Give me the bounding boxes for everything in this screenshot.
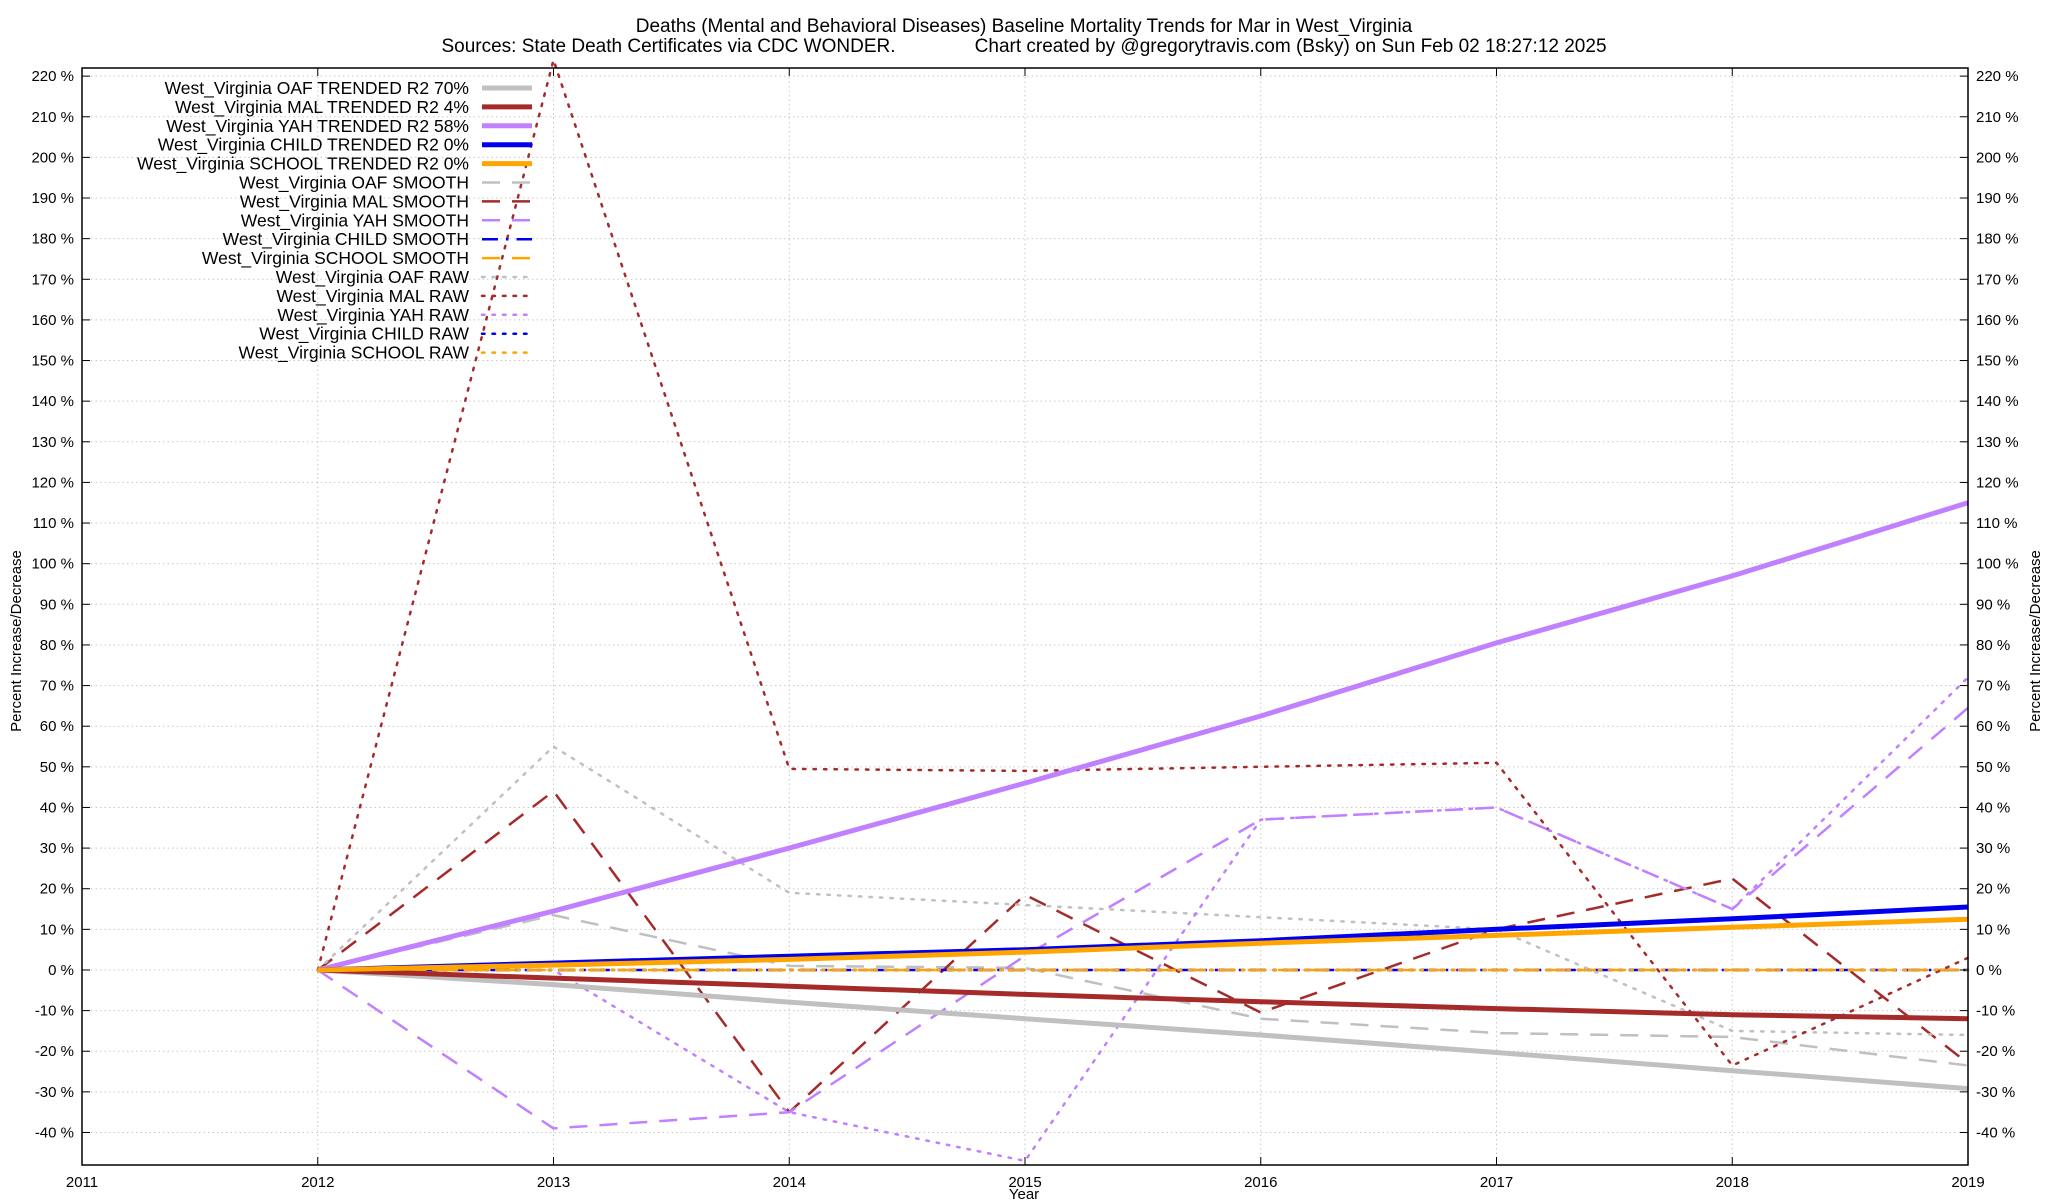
y-tick-labels-right: -40 % -30 % -20 % -10 % 0 % 10 % 20 % 30 % 40 % 5… xyxy=(1976,68,2019,1141)
series-line-west-virginia-yah-smooth xyxy=(317,706,1969,1130)
x-tick-label: 2011 xyxy=(66,1174,98,1191)
legend-label: West_Virginia CHILD TRENDED R2 0% xyxy=(158,135,469,156)
y2-tick-label: 190 % xyxy=(1976,190,2019,207)
y-tick-label: 220 % xyxy=(31,68,74,85)
y-tick-label: 130 % xyxy=(31,434,74,451)
y2-tick-label: 50 % xyxy=(1976,759,2010,776)
legend-label: West_Virginia YAH SMOOTH xyxy=(241,210,469,231)
series-line-west-virginia-yah-raw xyxy=(316,676,1970,1163)
y2-tick-label: 210 % xyxy=(1976,109,2019,126)
y2-tick-label: 80 % xyxy=(1976,637,2010,654)
x-tick-label: 2016 xyxy=(1244,1174,1277,1191)
y-tick-label: 50 % xyxy=(40,759,74,776)
y2-tick-label: 20 % xyxy=(1976,881,2010,898)
legend-label: West_Virginia SCHOOL SMOOTH xyxy=(202,248,469,269)
y2-tick-label: -30 % xyxy=(1976,1084,2015,1101)
y-tick-label: 80 % xyxy=(40,637,74,654)
y2-axis-label: Percent Increase/Decrease xyxy=(2027,550,2044,732)
tick-marks xyxy=(81,68,1969,1165)
x-tick-labels: 2011 2012 2013 2014 2015 2016 2017 2018 2019 xyxy=(66,1174,1985,1191)
y2-tick-label: 90 % xyxy=(1976,596,2010,613)
x-tick-label: 2014 xyxy=(773,1174,806,1191)
x-tick-label: 2013 xyxy=(537,1174,570,1191)
series-line-west-virginia-mal-smooth xyxy=(317,789,1969,1114)
y-tick-label: 150 % xyxy=(31,353,74,370)
legend-label: West_Virginia SCHOOL TRENDED R2 0% xyxy=(137,154,469,175)
y-tick-label: 160 % xyxy=(31,312,74,329)
y-tick-label: 180 % xyxy=(31,231,74,248)
series-line-west-virginia-mal-trended-r2-4 xyxy=(317,967,1969,1022)
x-axis-label: Year xyxy=(1009,1186,1039,1200)
y2-tick-label: -10 % xyxy=(1976,1003,2015,1020)
y-tick-label: 10 % xyxy=(40,921,74,938)
series-line-west-virginia-school-trended-r2-0 xyxy=(317,916,1969,973)
x-tick-label: 2017 xyxy=(1480,1174,1513,1191)
y-tick-label: 90 % xyxy=(40,596,74,613)
legend-label: West_Virginia YAH TRENDED R2 58% xyxy=(166,116,469,137)
y2-tick-label: 220 % xyxy=(1976,68,2019,85)
y2-tick-label: 130 % xyxy=(1976,434,2019,451)
legend-label: West_Virginia OAF TRENDED R2 70% xyxy=(165,78,469,99)
y-tick-label: 200 % xyxy=(31,149,74,166)
y2-tick-label: 60 % xyxy=(1976,718,2010,735)
y2-tick-label: -20 % xyxy=(1976,1043,2015,1060)
legend: West_Virginia OAF TRENDED R2 70%West_Vir… xyxy=(137,78,534,364)
y-tick-label: -10 % xyxy=(35,1003,74,1020)
y2-tick-label: 110 % xyxy=(1976,515,2017,532)
y2-tick-label: 30 % xyxy=(1976,840,2010,857)
y-tick-label: 120 % xyxy=(31,474,74,491)
series-line-west-virginia-yah-trended-r2-58 xyxy=(317,500,1969,973)
legend-label: West_Virginia YAH RAW xyxy=(277,305,469,326)
y-tick-label: 210 % xyxy=(31,109,74,126)
series-line-west-virginia-mal-raw xyxy=(316,58,1970,1067)
x-tick-label: 2012 xyxy=(301,1174,334,1191)
y-tick-label: 0 % xyxy=(48,962,74,979)
y-tick-label: 60 % xyxy=(40,718,74,735)
series-layer xyxy=(316,58,1970,1163)
y2-tick-label: 180 % xyxy=(1976,231,2019,248)
y2-tick-label: 200 % xyxy=(1976,149,2019,166)
y-tick-label: 40 % xyxy=(40,799,74,816)
y2-tick-label: 10 % xyxy=(1976,921,2010,938)
y-tick-label: -40 % xyxy=(35,1124,74,1141)
y-tick-label: 110 % xyxy=(33,515,74,532)
x-tick-label: 2019 xyxy=(1951,1174,1984,1191)
x-tick-label: 2018 xyxy=(1716,1174,1749,1191)
y-axis-label: Percent Increase/Decrease xyxy=(8,550,25,732)
legend-label: West_Virginia SCHOOL RAW xyxy=(239,343,470,364)
legend-label: West_Virginia CHILD RAW xyxy=(259,324,469,345)
y2-tick-label: 140 % xyxy=(1976,393,2019,410)
y-tick-label: 20 % xyxy=(40,881,74,898)
y2-tick-label: 120 % xyxy=(1976,474,2019,491)
chart-subtitle: Sources: State Death Certificates via CD… xyxy=(441,36,1606,57)
legend-label: West_Virginia MAL TRENDED R2 4% xyxy=(175,97,469,118)
x-tick-label: 2015 xyxy=(1008,1174,1041,1191)
y2-tick-label: 0 % xyxy=(1976,962,2002,979)
legend-label: West_Virginia MAL SMOOTH xyxy=(240,191,469,212)
y-tick-label: 70 % xyxy=(40,678,74,695)
y2-tick-label: 70 % xyxy=(1976,678,2010,695)
y2-tick-label: 40 % xyxy=(1976,799,2010,816)
y-tick-label: 140 % xyxy=(31,393,74,410)
y2-tick-label: 170 % xyxy=(1976,271,2019,288)
y-tick-labels-left: -40 % -30 % -20 % -10 % 0 % 10 % 20 % 30 % 40 % 5… xyxy=(31,68,74,1141)
y-tick-label: -20 % xyxy=(35,1043,74,1060)
series-line-west-virginia-oaf-smooth xyxy=(317,913,1969,1067)
series-line-west-virginia-oaf-trended-r2-70 xyxy=(317,967,1969,1092)
legend-label: West_Virginia OAF SMOOTH xyxy=(239,173,469,194)
legend-label: West_Virginia MAL RAW xyxy=(276,286,469,307)
y-tick-label: 30 % xyxy=(40,840,74,857)
y2-tick-label: -40 % xyxy=(1976,1124,2015,1141)
y-tick-label: -30 % xyxy=(35,1084,74,1101)
y-tick-label: 190 % xyxy=(31,190,74,207)
y2-tick-label: 150 % xyxy=(1976,353,2019,370)
legend-label: West_Virginia OAF RAW xyxy=(276,267,470,288)
y-tick-label: 100 % xyxy=(31,556,74,573)
chart-title: Deaths (Mental and Behavioral Diseases) … xyxy=(636,16,1413,37)
y-tick-label: 170 % xyxy=(31,271,74,288)
y2-tick-label: 100 % xyxy=(1976,556,2019,573)
y2-tick-label: 160 % xyxy=(1976,312,2019,329)
legend-label: West_Virginia CHILD SMOOTH xyxy=(223,229,469,250)
